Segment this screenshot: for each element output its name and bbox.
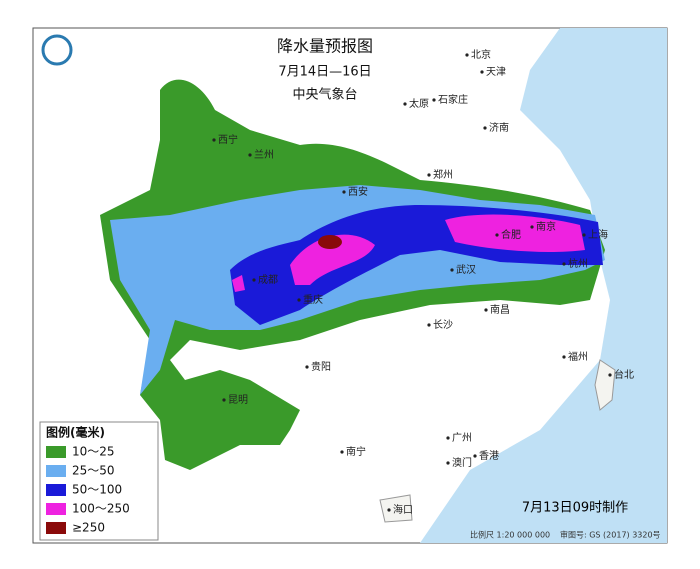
city-dot bbox=[446, 436, 450, 440]
city-dot bbox=[297, 298, 301, 302]
city-dot bbox=[387, 508, 391, 512]
city-dot bbox=[432, 98, 436, 102]
legend-label: ≥250 bbox=[72, 521, 105, 535]
city-dot bbox=[427, 323, 431, 327]
legend-label: 100～250 bbox=[72, 502, 130, 516]
city-dot bbox=[212, 138, 216, 142]
city-label: 香港 bbox=[479, 450, 499, 462]
issuer: 中央气象台 bbox=[292, 87, 357, 103]
city-label: 石家庄 bbox=[438, 93, 468, 106]
city-label: 南昌 bbox=[490, 303, 510, 316]
city-label: 济南 bbox=[489, 121, 509, 134]
city-dot bbox=[582, 233, 586, 237]
sea bbox=[420, 28, 667, 543]
city-label: 北京 bbox=[471, 48, 491, 61]
city-label: 合肥 bbox=[501, 228, 521, 241]
city-label: 杭州 bbox=[568, 257, 588, 270]
legend-swatch bbox=[46, 446, 66, 458]
city-dot bbox=[340, 450, 344, 454]
issued: 7月13日09时制作 bbox=[522, 501, 628, 516]
city-label: 南京 bbox=[536, 220, 556, 233]
scale: 比例尺 1:20 000 000 bbox=[470, 530, 550, 540]
city-label: 兰州 bbox=[254, 148, 274, 161]
city-label: 重庆 bbox=[303, 293, 323, 306]
city-dot bbox=[562, 262, 566, 266]
city-dot bbox=[483, 126, 487, 130]
legend-title: 图例(毫米) bbox=[46, 425, 105, 440]
legend-label: 10～25 bbox=[72, 445, 115, 459]
city-dot bbox=[403, 102, 407, 106]
city-label: 西安 bbox=[348, 185, 368, 198]
city-label: 福州 bbox=[568, 350, 588, 363]
city-label: 成都 bbox=[258, 274, 278, 286]
city-dot bbox=[305, 365, 309, 369]
rain-250 bbox=[318, 235, 342, 249]
city-label: 广州 bbox=[452, 432, 472, 444]
legend-swatch bbox=[46, 484, 66, 496]
legend-box bbox=[39, 421, 159, 541]
city-label: 长沙 bbox=[433, 319, 453, 331]
city-label: 太原 bbox=[409, 97, 429, 110]
city-label: 海口 bbox=[393, 503, 413, 516]
city-label: 上海 bbox=[588, 228, 608, 241]
legend-swatch bbox=[46, 522, 66, 534]
period: 7月14日—16日 bbox=[278, 65, 371, 80]
city-dot bbox=[252, 278, 256, 282]
city-label: 郑州 bbox=[433, 168, 453, 181]
logo bbox=[41, 34, 73, 66]
city-label: 南宁 bbox=[346, 445, 366, 458]
hainan bbox=[379, 494, 413, 523]
city-dot bbox=[484, 308, 488, 312]
map-title: 降水量预报图 bbox=[277, 37, 373, 56]
city-dot bbox=[562, 355, 566, 359]
city-label: 武汉 bbox=[456, 263, 476, 276]
city-dot bbox=[608, 373, 612, 377]
city-label: 西宁 bbox=[218, 133, 238, 146]
city-label: 澳门 bbox=[452, 456, 472, 469]
legend-label: 50～100 bbox=[72, 483, 122, 497]
city-label: 天津 bbox=[486, 66, 506, 78]
city-label: 贵阳 bbox=[311, 360, 331, 373]
taiwan bbox=[594, 359, 616, 411]
city-dot bbox=[495, 233, 499, 237]
city-label: 台北 bbox=[614, 368, 634, 381]
city-dot bbox=[248, 153, 252, 157]
city-dot bbox=[342, 190, 346, 194]
legend: 10～25 25～50 50～100 100～250 ≥250 bbox=[46, 445, 130, 535]
city-dot bbox=[465, 53, 469, 57]
legend-swatch bbox=[46, 465, 66, 477]
city-label: 昆明 bbox=[228, 394, 248, 406]
city-dot bbox=[450, 268, 454, 272]
legend-label: 25～50 bbox=[72, 464, 115, 478]
city-dot bbox=[473, 454, 477, 458]
city-dot bbox=[530, 225, 534, 229]
city-dot bbox=[222, 398, 226, 402]
city-dot bbox=[446, 461, 450, 465]
city-dot bbox=[427, 173, 431, 177]
review-no: 审图号: GS (2017) 3320号 bbox=[560, 530, 661, 540]
legend-swatch bbox=[46, 503, 66, 515]
city-dot bbox=[480, 70, 484, 74]
